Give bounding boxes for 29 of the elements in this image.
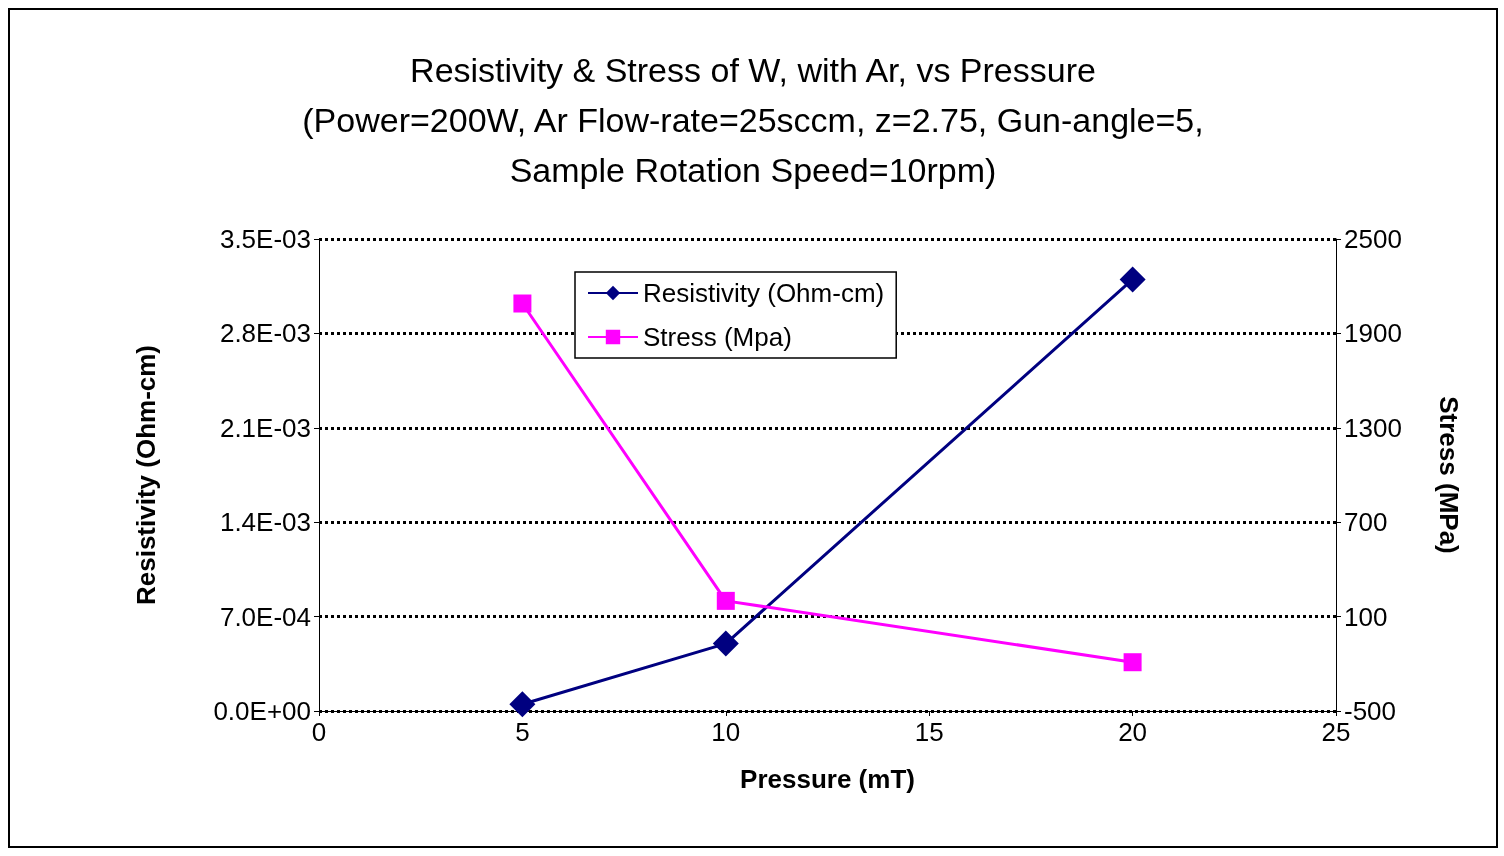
x-tick-label: 5 [515,717,530,747]
x-axis-title: Pressure (mT) [740,764,915,794]
point [509,691,536,718]
x-tick-label: 15 [914,717,944,747]
chart-title: Resistivity & Stress of W, with Ar, vs Pressure (Power=200W, Ar Flow-rate=25sccm, z=2.75, Gun-angle=5, Sample Rotation Speed=10rpm) [302,51,1204,189]
point [1123,653,1142,672]
y2-tick-label: 700 [1344,507,1388,538]
y-tick-label: 0.0E+00 [213,696,311,726]
point [513,294,532,313]
point [1119,266,1146,293]
y-tick-label: 7.0E-04 [219,601,311,632]
y2-tick-label: 2500 [1344,224,1402,254]
y2-axis-title: Stress (MPa) [1434,396,1464,554]
point [716,591,735,610]
y-axis-title: Resistivity (Ohm-cm) [131,344,161,606]
legend-label: Stress (Mpa) [643,322,792,352]
x-tick-label: 10 [711,717,741,747]
y2-tick-label: 1300 [1344,412,1402,443]
y-tick-label: 2.1E-03 [219,412,311,443]
x-tick-label: 25 [1321,717,1351,747]
y2-tick-label: 100 [1344,601,1388,632]
point [712,630,739,657]
x-tick-label: 20 [1118,717,1148,747]
y-tick-label: 2.8E-03 [219,318,311,349]
legend-label: Resistivity (Ohm-cm) [643,278,885,308]
x-tick-label: 0 [311,717,327,747]
y-tick-label: 3.5E-03 [219,224,311,254]
y-tick-label: 1.4E-03 [219,507,311,538]
y2-tick-label: 1900 [1344,318,1402,349]
